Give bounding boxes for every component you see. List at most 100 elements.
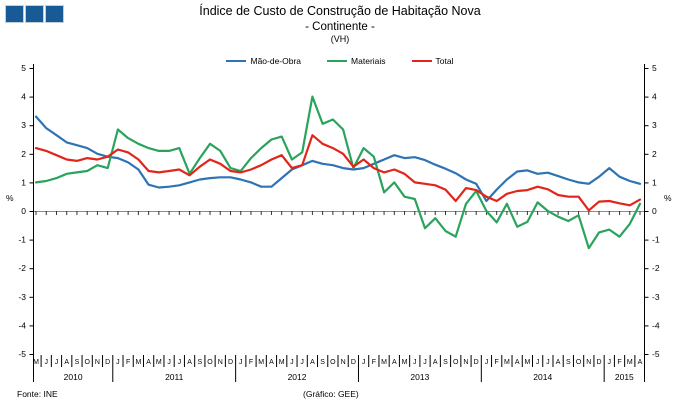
y-tick-label: -3 xyxy=(18,292,26,302)
month-label: F xyxy=(249,359,253,366)
month-label: J xyxy=(55,359,59,366)
y-tick-label: -3 xyxy=(652,292,660,302)
y-tick-label: -1 xyxy=(652,235,660,245)
y-tick-label: 5 xyxy=(21,63,26,73)
month-label: J xyxy=(290,359,294,366)
chart-title: Índice de Custo de Construção de Habitaç… xyxy=(199,4,481,18)
logo-square-3 xyxy=(45,5,64,23)
year-label: 2013 xyxy=(410,372,429,382)
year-label: 2011 xyxy=(165,372,184,382)
logo-square-1 xyxy=(5,5,24,23)
month-label: J xyxy=(546,359,550,366)
month-label: S xyxy=(75,359,80,366)
y-tick-label: 5 xyxy=(652,63,657,73)
month-label: N xyxy=(463,359,468,366)
month-label: M xyxy=(156,359,162,366)
year-label: 2015 xyxy=(615,372,634,382)
month-label: F xyxy=(372,359,376,366)
legend-line-swatch-green xyxy=(327,59,348,63)
month-label: J xyxy=(423,359,427,366)
chart-unit-label: (VH) xyxy=(330,34,350,44)
month-label: S xyxy=(320,359,325,366)
legend-line-swatch-blue xyxy=(226,59,247,63)
month-label: J xyxy=(167,359,171,366)
month-label: A xyxy=(64,359,69,366)
legend-item-materiais: Materiais xyxy=(327,56,386,66)
y-axis-unit-right: % xyxy=(664,193,672,203)
month-label: J xyxy=(300,359,304,366)
y-tick-label: 4 xyxy=(21,92,26,102)
month-label: N xyxy=(586,359,591,366)
month-label: M xyxy=(33,359,39,366)
y-tick-label: 2 xyxy=(21,149,26,159)
month-label: A xyxy=(310,359,315,366)
y-tick-label: -2 xyxy=(652,263,660,273)
month-label: J xyxy=(362,359,366,366)
y-tick-label: 3 xyxy=(21,120,26,130)
month-label: N xyxy=(218,359,223,366)
month-label: M xyxy=(258,359,264,366)
legend-label: Mão-de-Obra xyxy=(250,56,302,66)
legend: Mão-de-Obra Materiais Total xyxy=(0,56,680,66)
y-tick-label: -1 xyxy=(18,235,26,245)
y-axis-unit-left: % xyxy=(6,193,14,203)
month-label: M xyxy=(381,359,387,366)
month-label: D xyxy=(351,359,356,366)
legend-item-mao-de-obra: Mão-de-Obra xyxy=(226,56,301,66)
year-label: 2010 xyxy=(64,372,83,382)
month-label: D xyxy=(228,359,233,366)
month-label: M xyxy=(504,359,510,366)
y-tick-label: -4 xyxy=(18,320,26,330)
series-line-total xyxy=(34,134,642,212)
month-label: A xyxy=(146,359,151,366)
month-label: M xyxy=(627,359,633,366)
month-label: J xyxy=(413,359,417,366)
month-label: S xyxy=(443,359,448,366)
month-label: D xyxy=(105,359,110,366)
month-label: A xyxy=(556,359,561,366)
y-tick-label: -2 xyxy=(18,263,26,273)
source-credit: Fonte: INE xyxy=(17,389,58,399)
year-label: 2014 xyxy=(533,372,552,382)
month-label: J xyxy=(485,359,489,366)
month-label: F xyxy=(126,359,130,366)
y-tick-label: -4 xyxy=(652,320,660,330)
series-line-m-o-de-obra xyxy=(34,115,642,203)
month-label: J xyxy=(178,359,182,366)
legend-label: Total xyxy=(435,56,454,66)
month-label: J xyxy=(239,359,243,366)
month-label: O xyxy=(84,359,90,366)
month-label: D xyxy=(597,359,602,366)
legend-line-swatch-red xyxy=(411,59,432,63)
month-label: M xyxy=(402,359,408,366)
month-label: S xyxy=(566,359,571,366)
month-label: N xyxy=(341,359,346,366)
month-label: O xyxy=(330,359,336,366)
title-block: Índice de Custo de Construção de Habitaç… xyxy=(0,4,680,45)
month-label: A xyxy=(515,359,520,366)
month-label: O xyxy=(576,359,582,366)
month-label: A xyxy=(433,359,438,366)
graphic-credit: (Gráfico: GEE) xyxy=(303,389,359,399)
month-label: J xyxy=(44,359,48,366)
y-tick-label: 1 xyxy=(652,177,657,187)
y-tick-label: -5 xyxy=(18,349,26,359)
month-label: O xyxy=(453,359,459,366)
month-label: F xyxy=(617,359,621,366)
legend-item-total: Total xyxy=(411,56,454,66)
y-tick-label: 2 xyxy=(652,149,657,159)
month-label: J xyxy=(608,359,612,366)
y-tick-label: 0 xyxy=(21,206,26,216)
month-label: J xyxy=(536,359,540,366)
chart-subtitle: - Continente - xyxy=(305,20,375,33)
y-tick-label: 3 xyxy=(652,120,657,130)
month-label: A xyxy=(187,359,192,366)
month-label: A xyxy=(392,359,397,366)
month-label: S xyxy=(197,359,202,366)
month-label: A xyxy=(638,359,643,366)
month-label: A xyxy=(269,359,274,366)
month-label: D xyxy=(474,359,479,366)
month-label: O xyxy=(207,359,213,366)
